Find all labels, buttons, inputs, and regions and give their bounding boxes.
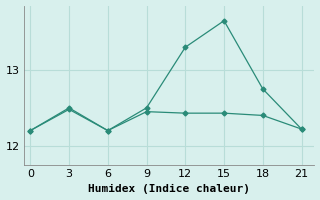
X-axis label: Humidex (Indice chaleur): Humidex (Indice chaleur) — [88, 184, 250, 194]
